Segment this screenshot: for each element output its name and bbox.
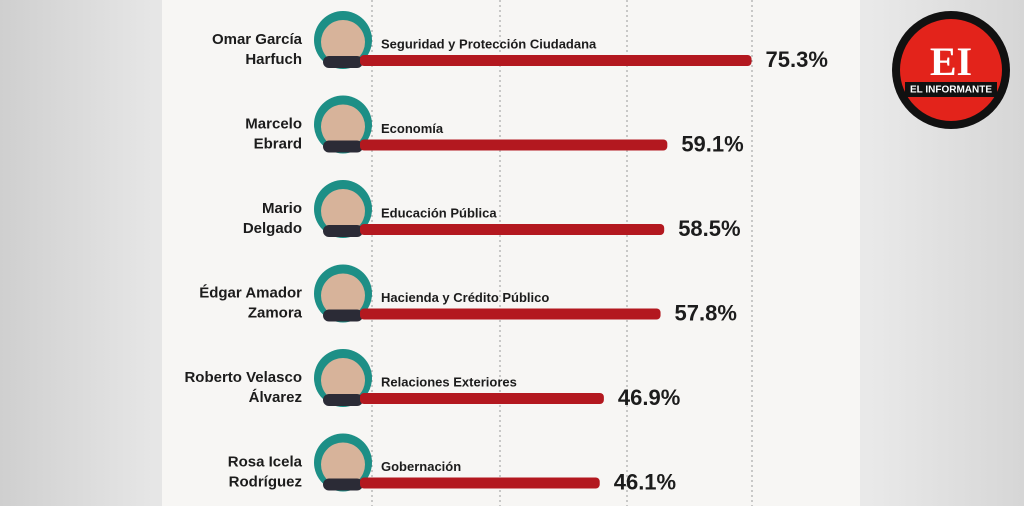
portrait-face: [321, 104, 365, 149]
category-label: Rosa Icela: [228, 453, 303, 470]
portrait-face: [321, 442, 365, 487]
bar-label: Educación Pública: [381, 205, 497, 220]
bar: [360, 477, 600, 489]
category-label: Harfuch: [245, 51, 302, 68]
bar-label: Seguridad y Protección Ciudadana: [381, 36, 597, 51]
portrait-body: [323, 225, 363, 237]
portrait-body: [323, 56, 363, 68]
bar: [360, 139, 668, 151]
category-label: Omar García: [212, 31, 303, 48]
bar: [360, 393, 604, 404]
logo: EI EL INFORMANTE: [892, 11, 1010, 129]
category-label: Ebrard: [254, 135, 302, 152]
category-label: Álvarez: [249, 389, 302, 406]
bar: [360, 224, 665, 235]
bar-label: Relaciones Exteriores: [381, 374, 517, 389]
value-label: 46.9%: [618, 385, 680, 410]
portrait-face: [321, 189, 365, 233]
portrait-body: [323, 309, 363, 322]
category-label: Édgar Amador: [199, 284, 302, 301]
category-label: Roberto Velasco: [184, 369, 302, 386]
category-label: Mario: [262, 200, 302, 217]
bar: [360, 55, 752, 66]
bar-label: Hacienda y Crédito Público: [381, 290, 549, 305]
chart: Omar García Harfuch Seguridad y Protección…: [184, 11, 828, 494]
category-label: Zamora: [248, 304, 303, 321]
value-label: 58.5%: [678, 216, 740, 241]
chart-panel: [162, 0, 860, 506]
category-label: Delgado: [243, 220, 302, 237]
portrait-face: [321, 20, 365, 64]
category-label: Rodríguez: [229, 473, 302, 490]
logo-name: EL INFORMANTE: [910, 85, 992, 96]
portrait-body: [323, 394, 363, 406]
category-label: Marcelo: [245, 115, 302, 132]
value-label: 75.3%: [766, 47, 828, 72]
value-label: 59.1%: [681, 131, 743, 156]
value-label: 57.8%: [675, 300, 737, 325]
bar-label: Economía: [381, 121, 444, 136]
guide-lines: [371, 0, 753, 506]
logo-band: [905, 82, 997, 97]
bar-label: Gobernación: [381, 459, 461, 474]
portrait-body: [323, 140, 363, 153]
value-label: 46.1%: [614, 469, 676, 494]
logo-mark: EI: [930, 39, 972, 84]
portrait-body: [323, 478, 363, 491]
portrait-face: [321, 273, 365, 318]
portrait-face: [321, 358, 365, 402]
bar: [360, 308, 661, 320]
